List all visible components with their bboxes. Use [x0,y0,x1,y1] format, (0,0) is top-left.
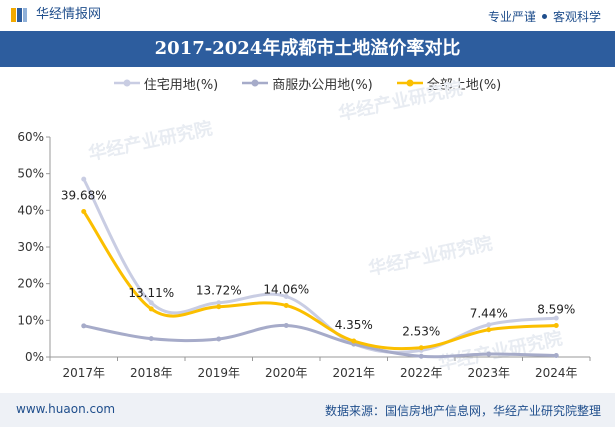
slogan-right: 客观科学 [552,10,601,24]
line-chart: 华经产业研究院华经产业研究院华经产业研究院华经产业研究院0%10%20%30%4… [17,77,591,380]
chart-title: 2017-2024年成都市土地溢价率对比 [154,38,461,59]
series-line-0 [82,177,558,354]
series-0-point-6 [486,322,492,328]
legend-swatch-commercial-icon [242,79,269,87]
legend-swatch-residential-icon [113,79,140,87]
slogan-left: 专业严谨 [487,10,536,24]
x-tick-label-6: 2023年 [467,366,510,380]
legend-label-commercial: 商服办公用地(%) [272,77,373,93]
series-line-1 [82,323,558,359]
x-tick-label-7: 2024年 [535,366,578,380]
series-2-point-4 [351,338,357,344]
data-label-0: 39.68% [61,189,107,203]
x-tick-label-5: 2022年 [400,366,443,380]
source-website-link[interactable]: www.huaon.com [16,402,116,416]
data-label-2: 13.72% [196,284,242,298]
series-1-point-1 [148,336,154,342]
series-2-point-6 [486,327,492,333]
series-0-point-0 [81,176,87,182]
series-2-point-7 [553,323,559,329]
series-0-point-2 [216,300,222,306]
top-bar: 华经情报网 专业严谨 客观科学 [0,0,615,31]
legend-item-commercial[interactable]: 商服办公用地(%) [242,74,373,93]
y-tick-label-0: 0% [25,350,44,364]
x-tick-label-0: 2017年 [62,366,105,380]
data-label-1: 13.11% [128,286,174,300]
y-tick-label-4: 40% [17,203,44,217]
series-2-point-5 [418,345,424,351]
watermark-1: 华经产业研究院 [336,77,464,125]
data-label-3: 14.06% [263,282,309,296]
title-bar: 2017-2024年成都市土地溢价率对比 [0,31,615,67]
watermark-0: 华经产业研究院 [86,117,214,165]
chart-legend: 住宅用地(%) 商服办公用地(%) 全部土地(%) [0,72,615,94]
series-1-point-7 [553,353,559,359]
legend-item-residential[interactable]: 住宅用地(%) [113,74,219,93]
series-line-2 [82,210,558,351]
y-tick-label-6: 60% [17,130,44,144]
brand-logo[interactable]: 华经情报网 [10,6,101,24]
legend-swatch-all-land-icon [396,79,423,87]
series-0-point-3 [283,294,289,299]
series-2-point-2 [216,304,222,310]
series-1-point-0 [81,323,87,329]
y-tick-label-3: 30% [17,240,44,254]
slogan: 专业严谨 客观科学 [488,8,601,25]
series-1-point-3 [283,322,289,328]
series-1-point-6 [486,351,492,357]
data-source-note: 数据来源：国信房地产信息网，华经产业研究院整理 [324,404,601,418]
legend-label-residential: 住宅用地(%) [143,77,219,93]
x-tick-label-3: 2020年 [265,366,308,380]
legend-label-all-land: 全部土地(%) [426,77,502,93]
y-tick-label-5: 50% [17,167,44,181]
slogan-dot-icon [541,14,547,19]
brand-logo-icon [11,8,27,22]
brand-name: 华经情报网 [36,7,102,22]
x-tick-label-4: 2021年 [332,366,375,380]
legend-item-all-land[interactable]: 全部土地(%) [396,74,502,93]
series-1-point-5 [418,353,424,359]
y-tick-label-2: 20% [17,277,44,291]
series-1-point-2 [216,336,222,342]
x-tick-label-1: 2018年 [130,366,173,380]
footer-bar: www.huaon.com 数据来源：国信房地产信息网，华经产业研究院整理 [0,393,615,427]
series-0-point-1 [148,300,154,306]
series-2-point-3 [283,302,289,308]
y-tick-label-1: 10% [17,313,44,327]
data-label-4: 4.35% [335,318,373,332]
data-label-6: 7.44% [470,307,508,321]
watermark-2: 华经产业研究院 [366,232,494,280]
data-label-5: 2.53% [402,325,440,339]
x-tick-label-2: 2019年 [197,366,240,380]
series-2-point-0 [81,209,87,215]
data-label-7: 8.59% [537,303,575,317]
series-0-point-7 [553,315,559,321]
series-2-point-1 [148,306,154,312]
